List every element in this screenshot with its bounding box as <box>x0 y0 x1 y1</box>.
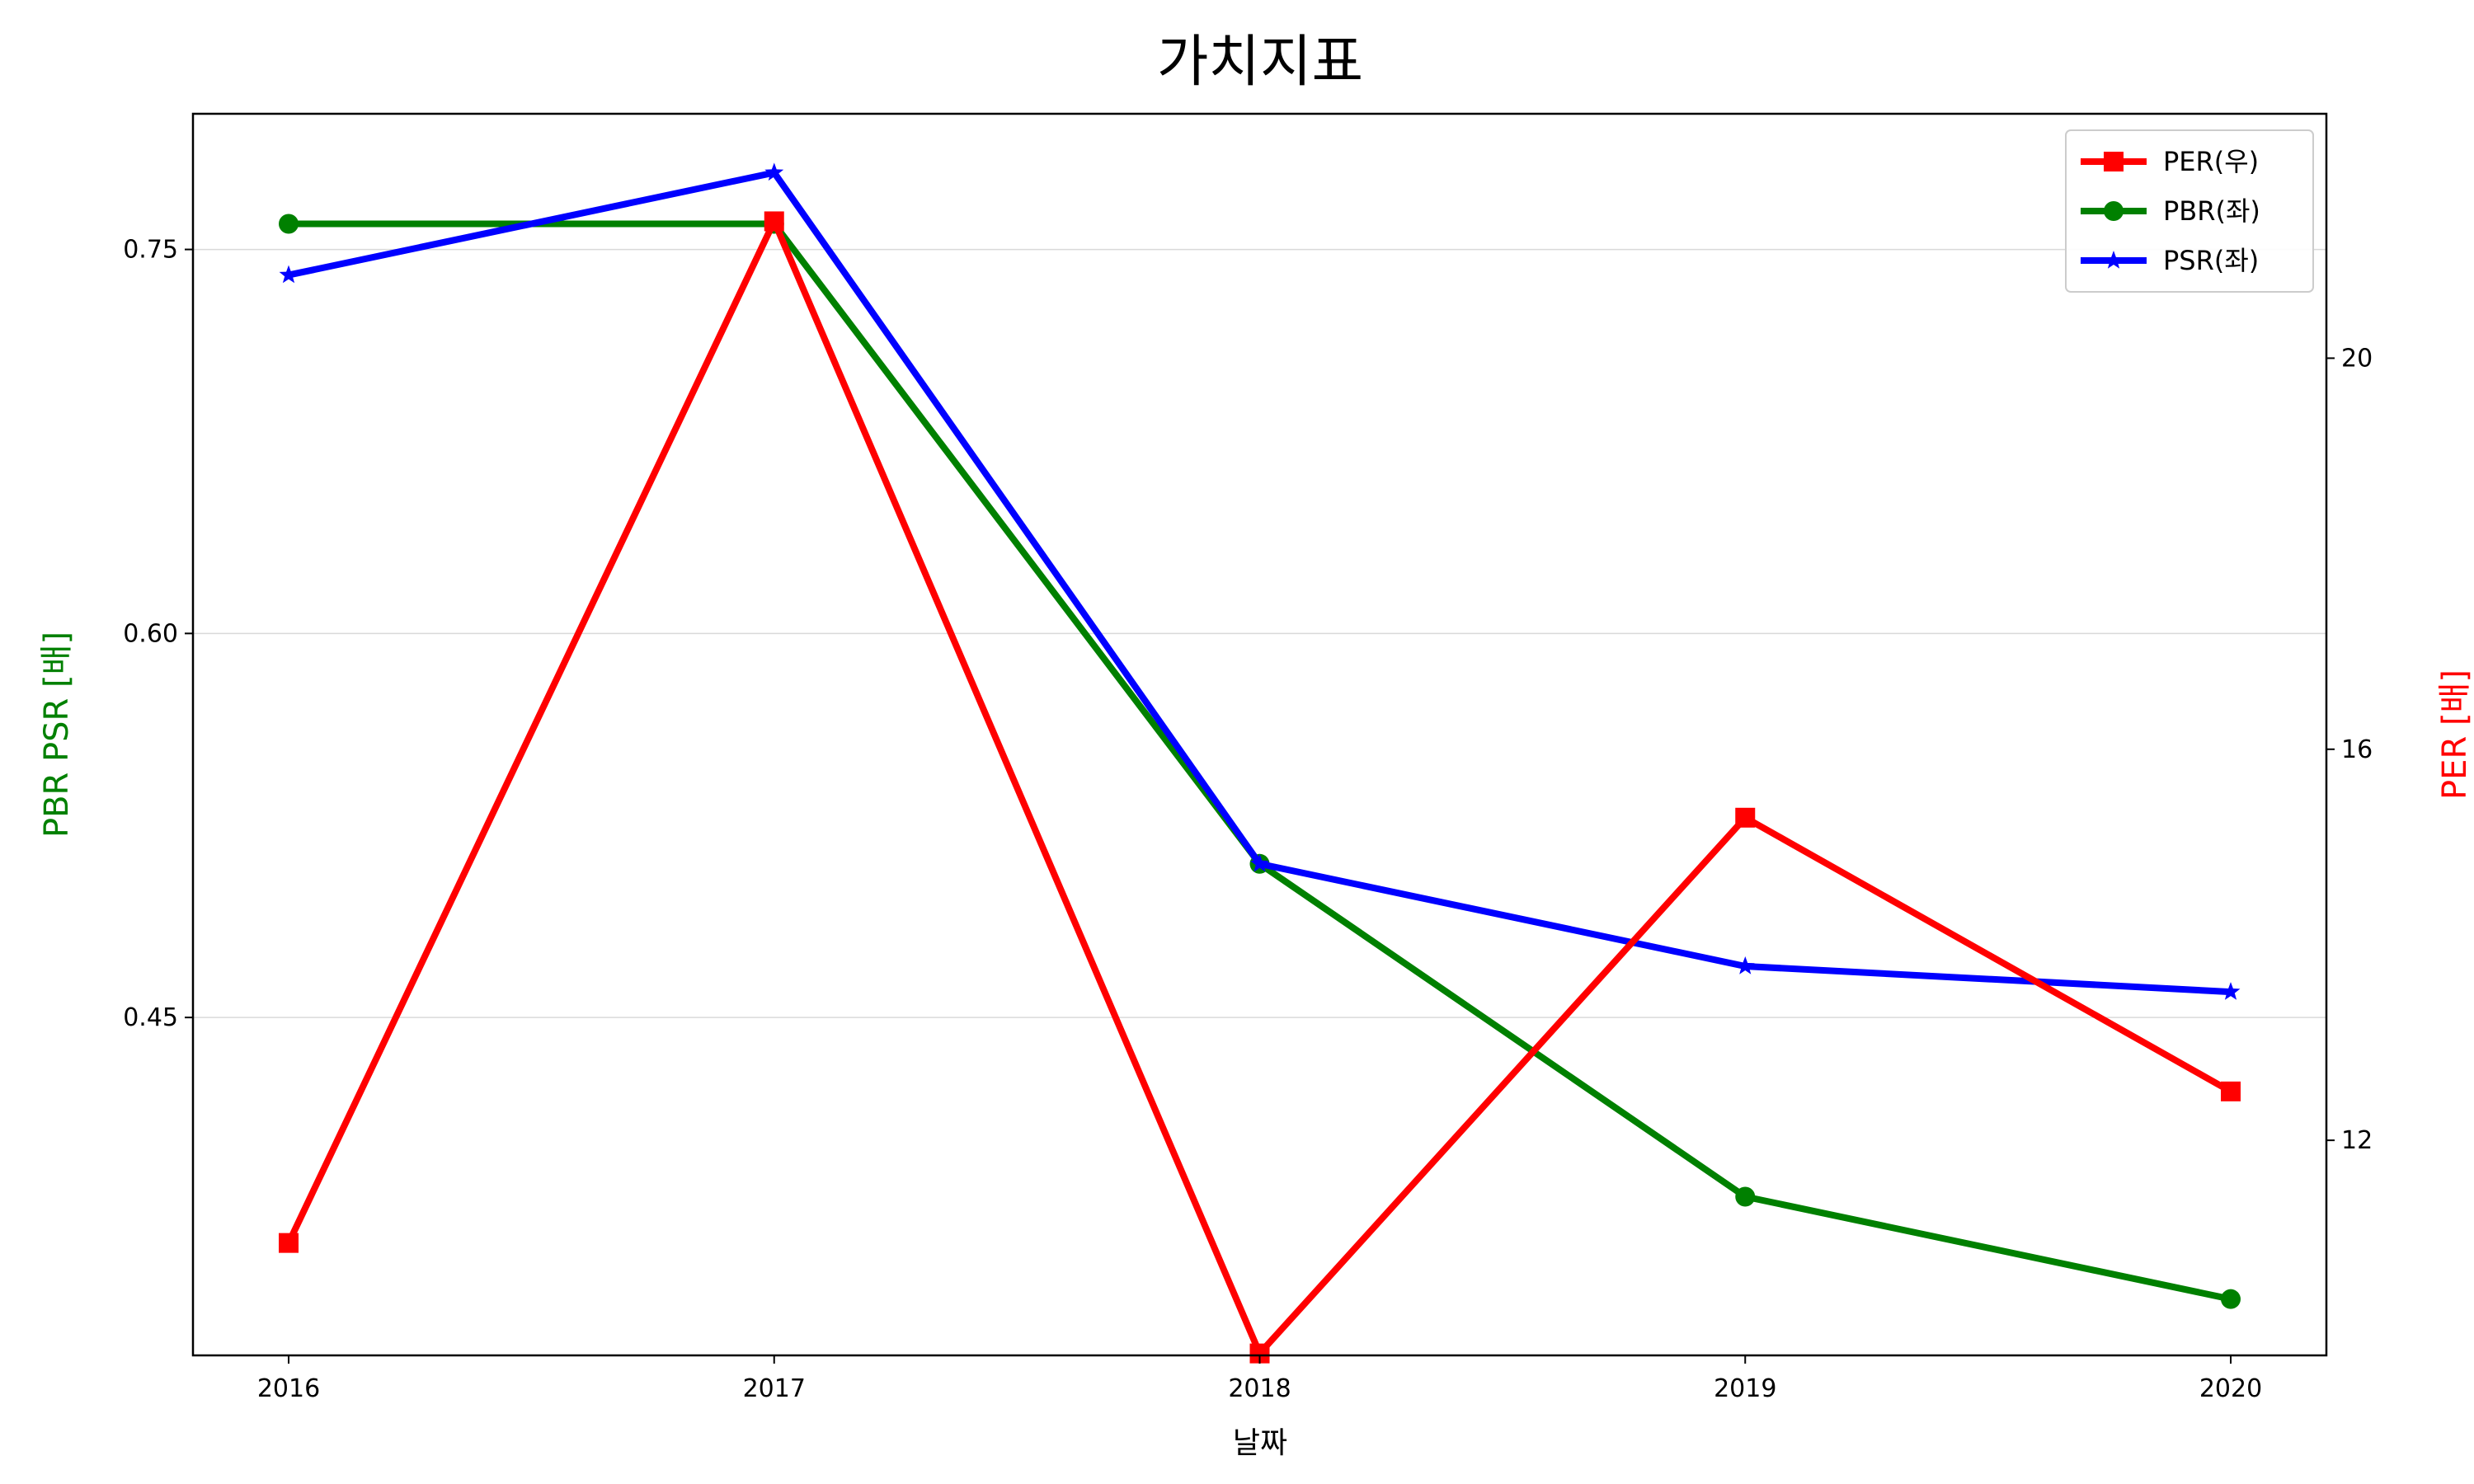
data-point <box>279 1233 299 1253</box>
y-right-tick-label: 12 <box>2341 1126 2373 1155</box>
series-2 <box>279 162 2241 1000</box>
x-axis-title: 날짜 <box>1233 1426 1287 1460</box>
y-left-tick-label: 0.60 <box>123 619 178 648</box>
legend-marker <box>2104 201 2124 221</box>
data-point <box>1250 853 1269 872</box>
data-point <box>764 162 784 181</box>
x-tick-label: 2017 <box>743 1374 806 1403</box>
data-point <box>2221 1289 2241 1309</box>
series-lines <box>279 162 2241 1364</box>
series-0 <box>279 211 2241 1364</box>
legend: PER(우) PBR(좌) PSR(좌) <box>2065 129 2314 293</box>
x-tick-label: 2018 <box>1228 1374 1291 1403</box>
legend-label: PBR(좌) <box>2163 195 2260 227</box>
x-tick-label: 2016 <box>257 1374 320 1403</box>
legend-box <box>2065 129 2314 293</box>
legend-label: PSR(좌) <box>2163 245 2259 276</box>
x-tick-label: 2020 <box>2199 1374 2262 1403</box>
data-point <box>2221 1081 2241 1101</box>
axes: 0.45 0.60 0.75 12 16 20 2016 2017 2018 2019 2020 <box>123 236 2373 1403</box>
chart-title: 가치지표 <box>1157 30 1363 95</box>
legend-marker <box>2104 251 2124 269</box>
data-point <box>1735 956 1755 974</box>
x-tick-label: 2019 <box>1714 1374 1776 1403</box>
data-point <box>1735 807 1756 828</box>
gridlines <box>193 248 2326 1018</box>
y-left-tick-label: 0.45 <box>123 1003 178 1032</box>
data-point <box>764 211 784 232</box>
y-axis-right-title: PER [배] <box>2436 669 2474 800</box>
y-right-tick-label: 20 <box>2341 344 2373 373</box>
data-point <box>279 265 299 284</box>
legend-label: PER(우) <box>2163 146 2259 177</box>
y-right-tick-label: 16 <box>2341 735 2373 764</box>
legend-marker <box>2104 152 2124 171</box>
data-point <box>2221 982 2241 1000</box>
data-point <box>279 214 299 234</box>
data-point <box>1735 1186 1756 1207</box>
y-left-tick-label: 0.75 <box>123 236 178 265</box>
y-axis-left-title: PBR PSR [배] <box>38 632 76 838</box>
